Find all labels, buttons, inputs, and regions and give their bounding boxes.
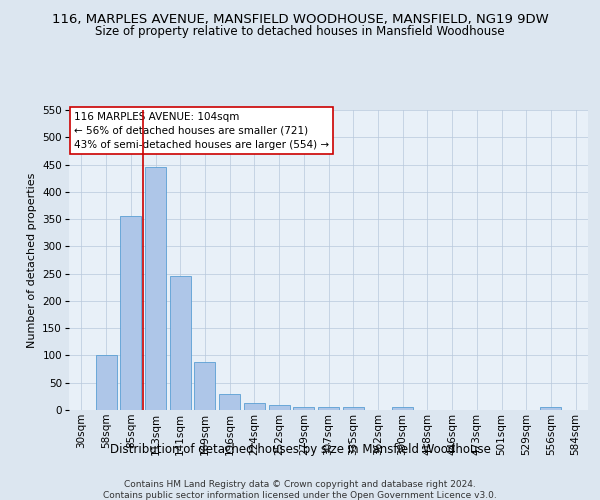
Bar (318, 408, 339, 410)
Bar (120, 216, 141, 410)
Bar (95, 356, 116, 410)
Text: Contains HM Land Registry data © Crown copyright and database right 2024.: Contains HM Land Registry data © Crown c… (124, 480, 476, 489)
Bar (343, 408, 364, 410)
Bar (392, 406, 413, 410)
Text: 116 MARPLES AVENUE: 104sqm
← 56% of detached houses are smaller (721)
43% of sem: 116 MARPLES AVENUE: 104sqm ← 56% of deta… (74, 112, 329, 150)
Bar (541, 408, 562, 410)
Text: Size of property relative to detached houses in Mansfield Woodhouse: Size of property relative to detached ho… (95, 25, 505, 38)
Y-axis label: Number of detached properties: Number of detached properties (27, 172, 37, 348)
Bar (219, 394, 240, 410)
Bar (269, 405, 290, 410)
Text: 116, MARPLES AVENUE, MANSFIELD WOODHOUSE, MANSFIELD, NG19 9DW: 116, MARPLES AVENUE, MANSFIELD WOODHOUSE… (52, 12, 548, 26)
Bar (145, 166, 166, 410)
Bar (170, 276, 191, 410)
Bar (244, 403, 265, 410)
Bar (194, 362, 215, 410)
Text: Contains public sector information licensed under the Open Government Licence v3: Contains public sector information licen… (103, 491, 497, 500)
Text: Distribution of detached houses by size in Mansfield Woodhouse: Distribution of detached houses by size … (110, 442, 490, 456)
Bar (293, 406, 314, 410)
